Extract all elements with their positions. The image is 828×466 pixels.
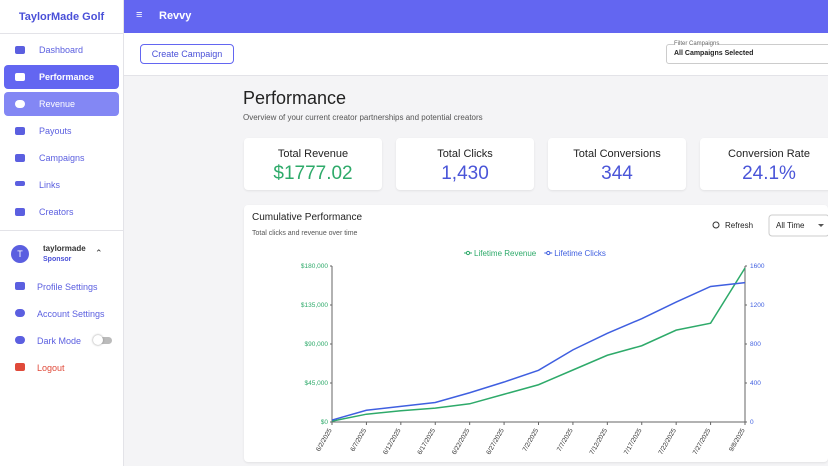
chart-subtitle: Total clicks and revenue over time: [252, 230, 358, 237]
nav-item[interactable]: Creators: [39, 207, 74, 217]
dropdown-arrow: [818, 224, 824, 227]
y-tick-label: $45,000: [305, 380, 329, 387]
x-tick-label: 7/27/2025: [692, 427, 713, 456]
brand: TaylorMade Golf: [18, 11, 105, 23]
nav-item[interactable]: Performance: [39, 72, 95, 82]
x-tick-label: 9/8/2025: [728, 427, 747, 453]
nav-item[interactable]: Links: [39, 180, 61, 190]
x-tick-label: 6/2/2025: [315, 427, 334, 453]
chevron[interactable]: ⌃: [95, 248, 103, 258]
x-tick-label: 6/27/2025: [485, 427, 506, 456]
avatar: T: [11, 245, 29, 263]
x-tick-label: 6/17/2025: [416, 427, 437, 456]
range-select[interactable]: [768, 214, 828, 237]
user-role: Sponsor: [43, 256, 72, 263]
icon: [15, 282, 25, 290]
icon: [15, 154, 25, 162]
line-series: [331, 281, 746, 421]
legend-marker: [546, 250, 551, 256]
stat-value: 24.1%: [742, 163, 796, 184]
range-value: All Time: [776, 221, 805, 230]
x-tick-label: 7/17/2025: [623, 427, 644, 456]
chart-card: Cumulative Performance Total clicks and …: [244, 205, 828, 462]
y-tick-label: $0: [321, 419, 329, 426]
stat-card: Total Revenue $1777.02: [244, 138, 382, 190]
icon: [15, 363, 25, 371]
create-button[interactable]: Create Campaign: [140, 44, 234, 64]
stat-label: Conversion Rate: [728, 148, 810, 160]
icon: [15, 46, 25, 54]
stat-card: Conversion Rate 24.1%: [700, 138, 828, 190]
icon: [15, 100, 25, 108]
menu-item[interactable]: Profile Settings: [37, 282, 98, 292]
icon: [15, 73, 25, 81]
stat-value: $1777.02: [273, 163, 353, 184]
x-tick-label: 7/22/2025: [657, 427, 678, 456]
sidebar-divider: [0, 33, 123, 34]
stat-label: Total Clicks: [437, 148, 493, 160]
y2-tick-label: 800: [750, 341, 761, 348]
icon: [15, 181, 25, 186]
menu-item[interactable]: Dark Mode: [37, 336, 82, 346]
sidebar-divider: [0, 230, 123, 231]
legend-label: Lifetime Clicks: [554, 249, 606, 258]
page-subtitle: Overview of your current creator partner…: [243, 113, 483, 122]
chart: Cumulative Performance Total clicks and …: [252, 212, 828, 456]
y2-tick-label: 0: [750, 419, 754, 426]
topbar: [124, 0, 828, 33]
refresh-button[interactable]: Refresh: [725, 221, 753, 230]
x-tick-label: 7/12/2025: [589, 427, 610, 456]
icon: [15, 309, 25, 317]
topbar-title: Revvy: [159, 10, 192, 22]
icon: [15, 127, 25, 135]
nav-item[interactable]: Payouts: [39, 126, 72, 136]
y2-tick-label: 1200: [750, 302, 765, 309]
stat-label: Total Conversions: [573, 148, 661, 160]
filter-box[interactable]: [666, 44, 828, 64]
stat-label: Total Revenue: [277, 148, 349, 160]
nav-item[interactable]: Campaigns: [39, 153, 85, 163]
user-name: taylormade: [43, 244, 86, 253]
legend-label: Lifetime Revenue: [474, 249, 537, 258]
x-tick-label: 6/7/2025: [349, 427, 368, 453]
stat-card: Total Conversions 344: [548, 138, 686, 190]
y2-tick-label: 400: [750, 380, 761, 387]
icon: [15, 208, 25, 216]
menu-icon[interactable]: ≡: [136, 9, 143, 21]
y-tick-label: $180,000: [301, 263, 328, 270]
x-tick-label: 7/7/2025: [556, 427, 575, 453]
menu-item[interactable]: Logout: [37, 363, 65, 373]
y-tick-label: $90,000: [305, 341, 329, 348]
toolbar: [124, 33, 828, 76]
toggle[interactable]: [94, 337, 112, 344]
x-tick-label: 6/12/2025: [382, 427, 403, 456]
page-title: Performance: [243, 88, 347, 108]
line-series: [331, 267, 746, 422]
x-tick-label: 6/22/2025: [451, 427, 472, 456]
refresh-icon: [712, 221, 720, 229]
chart-title: Cumulative Performance: [252, 212, 362, 223]
menu-item[interactable]: Account Settings: [37, 309, 105, 319]
filter-value: All Campaigns Selected: [674, 50, 754, 57]
stat-value: 1,430: [441, 163, 489, 184]
legend-marker: [465, 250, 471, 256]
nav-item[interactable]: Revenue: [39, 99, 76, 109]
stat-card: Total Clicks 1,430: [396, 138, 534, 190]
icon: [15, 336, 25, 344]
nav-item[interactable]: Dashboard: [39, 45, 84, 55]
stat-value: 344: [601, 163, 633, 184]
toggle-knob: [93, 335, 103, 345]
filter-label: Filter Campaigns: [674, 41, 720, 47]
x-tick-label: 7/2/2025: [522, 427, 541, 453]
y-tick-label: $135,000: [301, 302, 328, 309]
y2-tick-label: 1600: [750, 263, 765, 270]
